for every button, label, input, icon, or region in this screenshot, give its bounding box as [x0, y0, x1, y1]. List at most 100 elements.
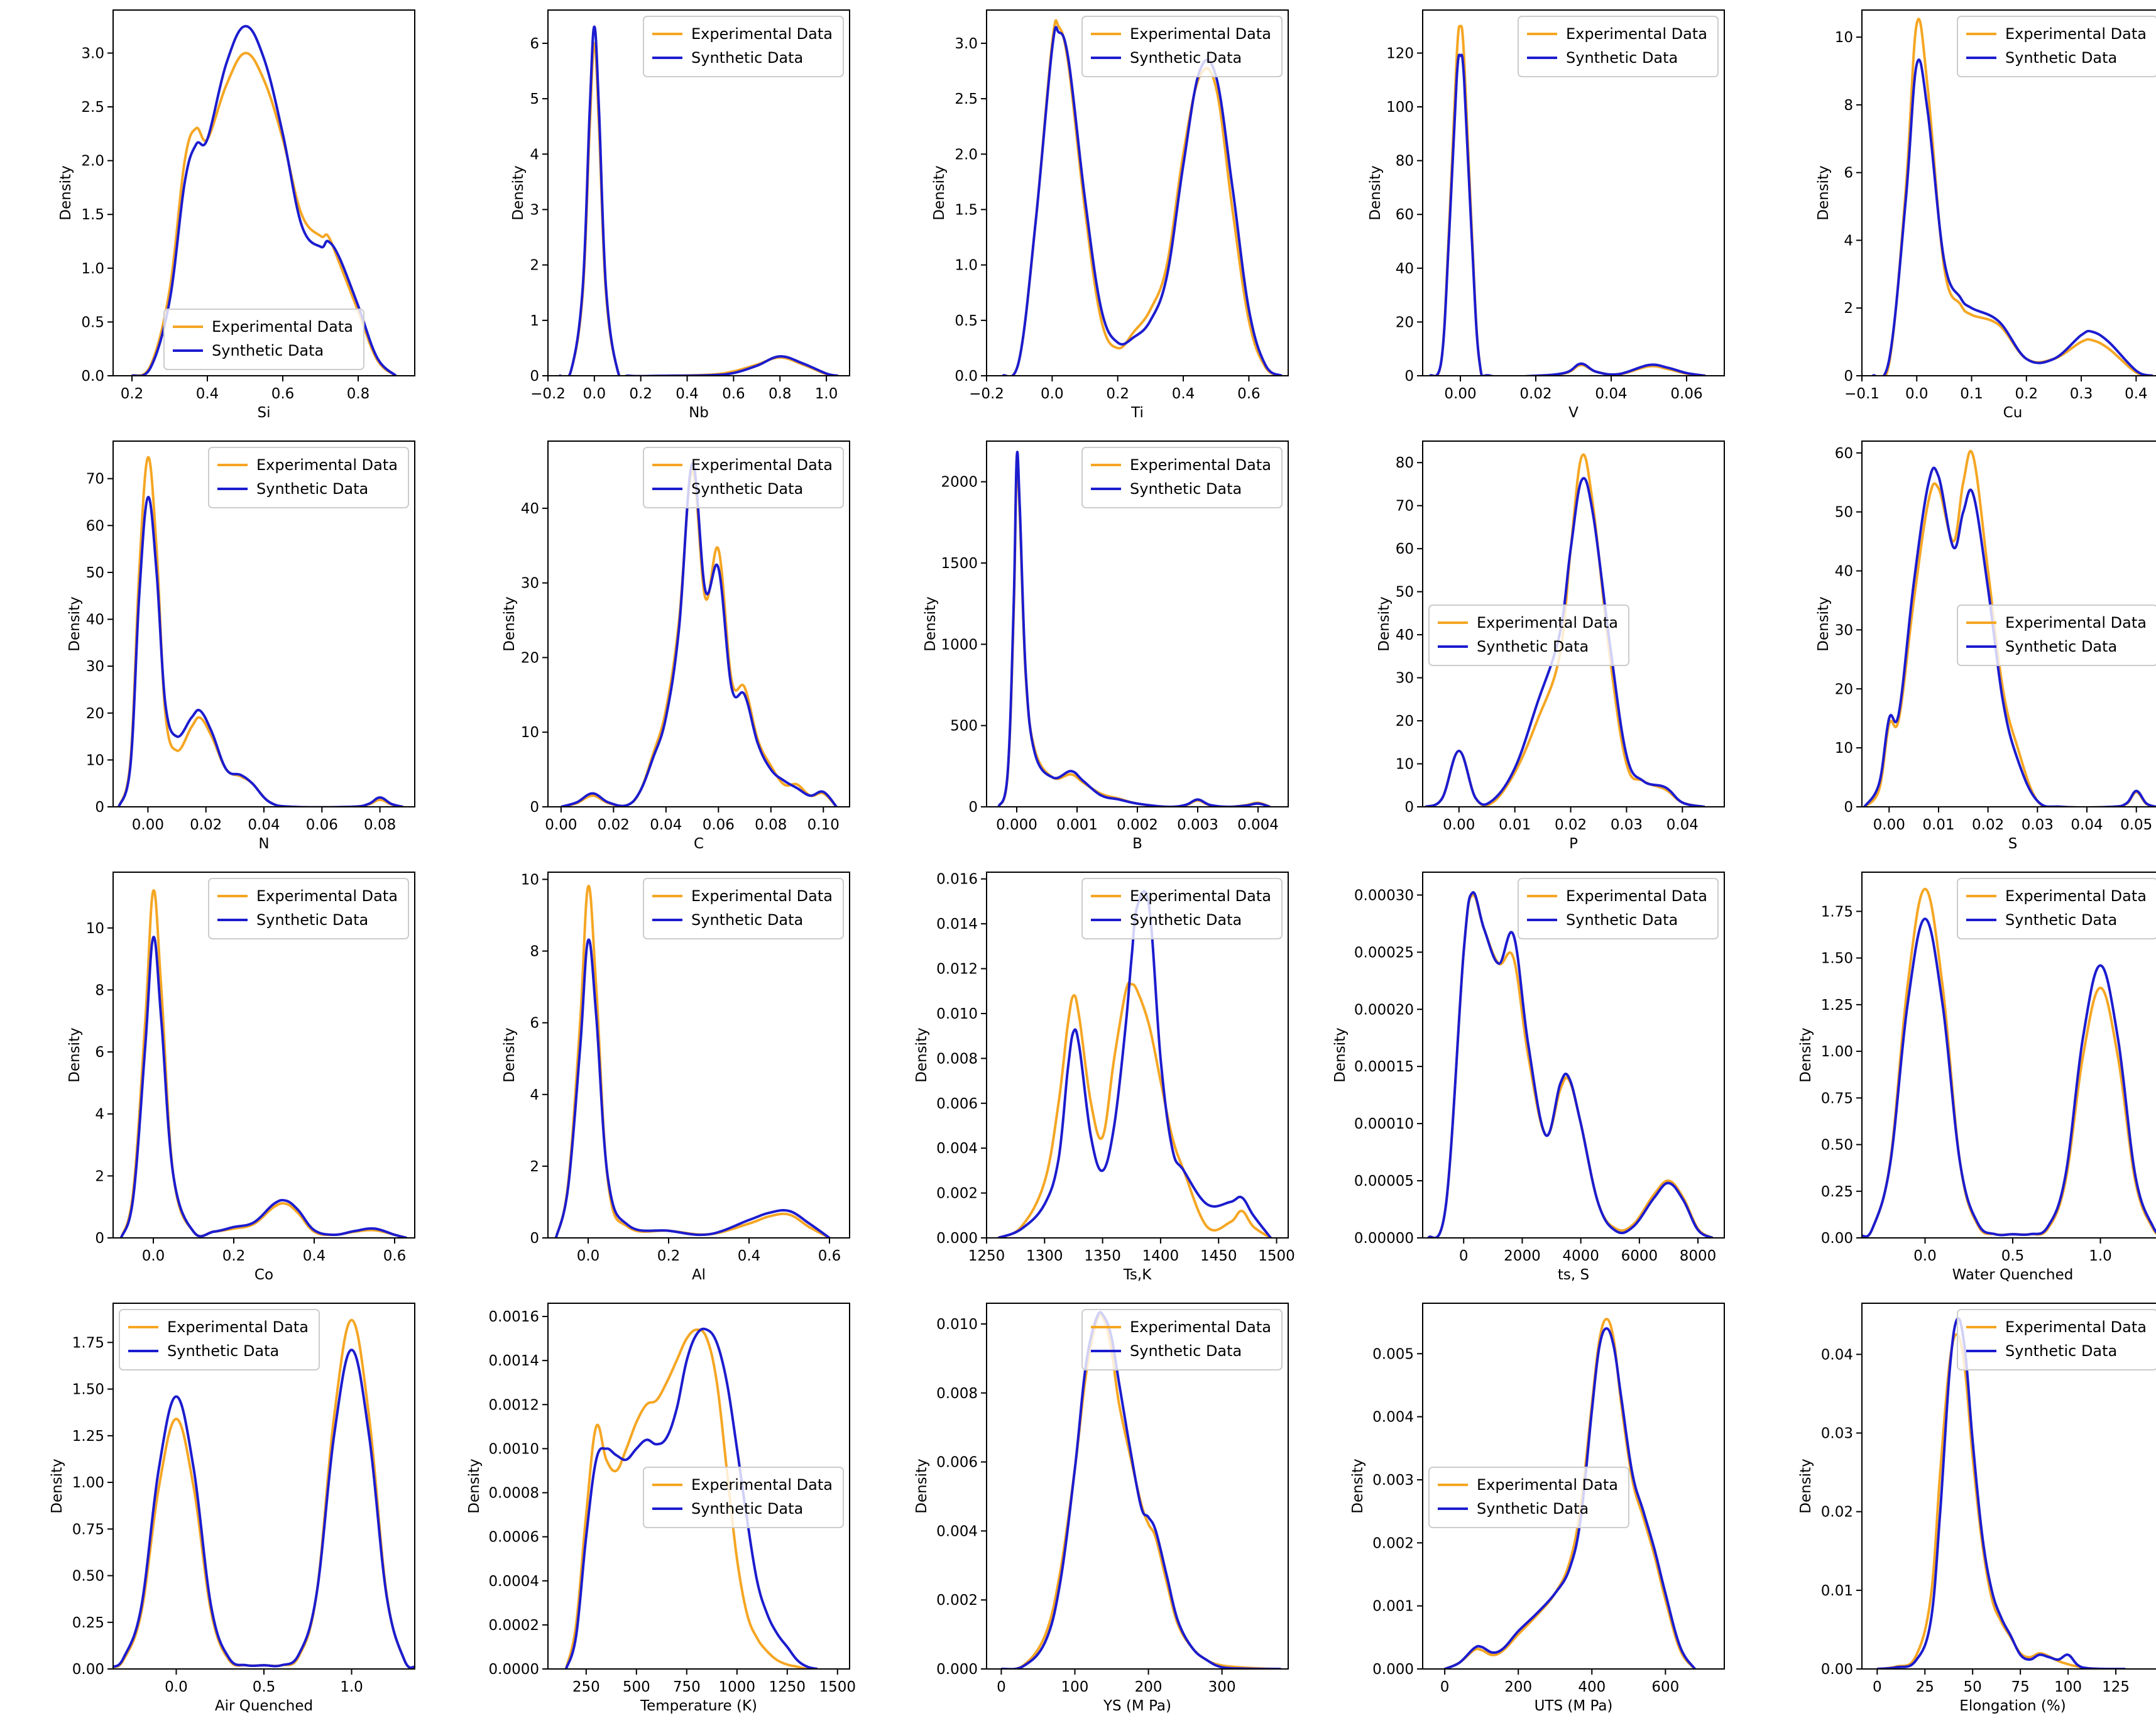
experimental-density-line: [997, 459, 1271, 807]
axes-frame: [986, 872, 1289, 1239]
synthetic-density-line: [113, 1348, 415, 1669]
chart-panel-si: 0.2 0.4 0.6 0.8 0.0 0.5 1.0 1.5 2.0 2.5 3.0 Si Densi…: [19, 0, 449, 430]
y-tick-label: 0.04: [1821, 1347, 1853, 1363]
x-tick-label: −0.2: [969, 386, 1004, 402]
synthetic-density-line: [559, 25, 838, 376]
density-plot: −0.2 0.0 0.2 0.4 0.60.00.51.01.52.02.53.0TiD…: [931, 9, 1289, 421]
y-tick-label: 0.006: [936, 1096, 978, 1112]
y-tick-label: 0: [1404, 799, 1414, 816]
experimental-density-line: [113, 1318, 415, 1669]
density-plot: 0.2 0.4 0.6 0.8 0.0 0.5 1.0 1.5 2.0 2.5 3.0 Si Densi…: [58, 9, 415, 421]
x-tick-label: 0.0: [577, 1248, 600, 1264]
axes-frame: [112, 872, 415, 1239]
x-tick-label: 0.4: [676, 386, 699, 402]
x-tick-label: 1400: [1142, 1248, 1179, 1264]
y-tick-label: 0.02: [1821, 1504, 1853, 1521]
x-tick-label: 1250: [769, 1679, 806, 1695]
y-axis-label: Density: [510, 165, 527, 220]
y-tick-label: 0.014: [936, 916, 978, 933]
y-tick-label: 0.00: [1821, 1230, 1853, 1247]
legend-label-synthetic: Synthetic Data: [256, 480, 368, 498]
y-tick-label: 0.00020: [1354, 1002, 1414, 1018]
x-axis-label: Cu: [2003, 405, 2023, 421]
y-tick-label: 5: [530, 91, 539, 107]
y-tick-label: 0.50: [72, 1568, 104, 1585]
y-tick-label: 0.75: [1821, 1090, 1853, 1107]
x-tick-label: 0: [1459, 1248, 1469, 1264]
x-tick-label: 0.2: [657, 1248, 681, 1264]
y-tick-label: 0.00: [72, 1661, 104, 1678]
x-axis-label: S: [2008, 836, 2018, 852]
experimental-density-line: [997, 981, 1272, 1238]
y-tick-label: 4: [1844, 232, 1853, 249]
y-tick-label: 0.25: [72, 1615, 104, 1631]
synthetic-density-line: [131, 25, 397, 376]
legend-label-synthetic: Synthetic Data: [1130, 49, 1242, 67]
x-tick-label: 0.00: [1443, 817, 1475, 833]
x-tick-label: 0.10: [807, 817, 840, 833]
legend: Experimental Data Synthetic Data: [643, 447, 844, 508]
x-tick-label: 1.0: [340, 1679, 363, 1695]
y-tick-label: 0: [95, 1230, 104, 1247]
synthetic-density-line: [1862, 917, 2156, 1238]
y-axis-label: Density: [67, 1027, 83, 1082]
y-tick-label: 2.0: [81, 153, 104, 170]
x-axis-label: YS (M Pa): [1103, 1698, 1171, 1714]
legend-label-synthetic: Synthetic Data: [256, 911, 368, 929]
x-axis-label: Nb: [689, 405, 709, 421]
chart-panel-water-quenched: 0.0 0.5 1.0 0.00 0.25 0.50 0.75 1.00 1.25 1.50 1.7…: [1768, 862, 2156, 1292]
y-tick-label: 70: [1396, 498, 1414, 515]
chart-panel-elongation: 0 25 50 75 100 125 0.00 0.01 0.02 0.03 0.04 Elongat…: [1768, 1293, 2156, 1723]
y-tick-label: 1.5: [81, 207, 104, 223]
legend: Experimental Data Synthetic Data: [1081, 1309, 1283, 1370]
legend-label-experimental: Experimental Data: [256, 887, 398, 905]
legend-label-experimental: Experimental Data: [691, 1476, 833, 1494]
y-axis-label: Density: [466, 1458, 483, 1513]
y-tick-label: 20: [1396, 713, 1414, 730]
legend-label-synthetic: Synthetic Data: [1477, 638, 1589, 655]
y-tick-label: 0: [530, 1230, 539, 1247]
y-tick-label: 0.00000: [1354, 1230, 1414, 1247]
legend: Experimental Data Synthetic Data: [1957, 16, 2156, 77]
x-tick-label: 0: [1440, 1679, 1450, 1695]
y-tick-label: 30: [1835, 622, 1853, 638]
legend: Experimental Data Synthetic Data: [1081, 447, 1283, 508]
x-tick-label: 0.0: [165, 1679, 188, 1695]
y-tick-label: 0.008: [936, 1051, 978, 1067]
synthetic-density-line: [1877, 1317, 2126, 1669]
x-tick-label: 0.6: [271, 386, 295, 402]
x-tick-label: 1.0: [815, 386, 838, 402]
y-tick-label: 0.006: [936, 1455, 978, 1471]
legend-label-synthetic: Synthetic Data: [691, 480, 803, 498]
x-axis-label: P: [1569, 836, 1578, 852]
density-plot: 0.0 0.2 0.4 0.6 0 2 4 6 8 10 Co Density Experimental…: [67, 872, 415, 1283]
y-tick-label: 0.012: [936, 961, 978, 978]
y-tick-label: 0.003: [1372, 1472, 1414, 1489]
x-tick-label: 0.0: [1041, 386, 1064, 402]
x-tick-label: 750: [673, 1679, 701, 1695]
y-tick-label: 0: [530, 368, 539, 385]
y-tick-label: 1.50: [1821, 951, 1853, 967]
x-tick-label: 1250: [968, 1248, 1005, 1264]
x-tick-label: 0.0: [142, 1248, 165, 1264]
y-axis-label: Density: [914, 1458, 930, 1513]
y-tick-label: 10: [86, 921, 104, 937]
legend: Experimental Data Synthetic Data: [1957, 878, 2156, 939]
y-tick-label: 20: [1396, 314, 1414, 331]
y-tick-label: 0.004: [936, 1140, 978, 1157]
x-tick-label: −0.2: [530, 386, 566, 402]
axes-frame: [112, 9, 415, 376]
x-tick-label: 600: [1651, 1679, 1679, 1695]
x-tick-label: 0.1: [1960, 386, 1983, 402]
experimental-density-line: [1862, 887, 2156, 1238]
y-tick-label: 50: [1835, 505, 1853, 521]
synthetic-density-line: [119, 936, 407, 1238]
legend: Experimental Data Synthetic Data: [1957, 1309, 2156, 1370]
y-tick-label: 1.5: [955, 202, 978, 218]
synthetic-density-line: [1444, 1327, 1696, 1669]
axes-frame: [547, 9, 850, 376]
x-tick-label: 0.0: [1913, 1248, 1937, 1264]
chart-panel-ts-k: 1250 1300 1350 1400 1450 1500 0.000 0.002 0.004 0…: [892, 862, 1323, 1292]
x-tick-label: 500: [623, 1679, 650, 1695]
x-axis-label: Al: [692, 1267, 706, 1283]
